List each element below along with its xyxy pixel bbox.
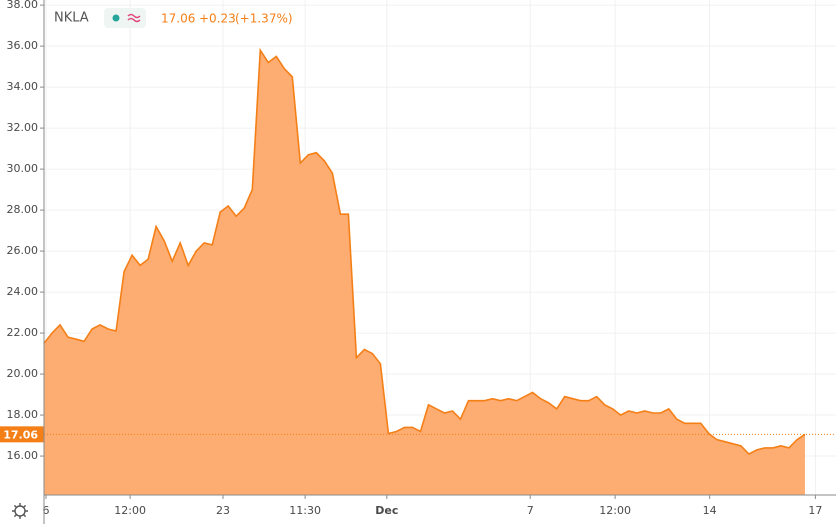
last-price-tag — [0, 426, 44, 443]
x-tick-label: 17 — [808, 504, 822, 517]
area-fill — [44, 50, 805, 495]
x-tick-label: 23 — [216, 504, 230, 517]
change-pct: (+1.37%) — [235, 12, 293, 26]
y-tick-label: 16.00 — [7, 449, 39, 462]
x-tick-label: 6 — [43, 504, 50, 517]
settings-icon[interactable] — [12, 503, 28, 519]
symbol: NKLA — [54, 11, 89, 26]
y-tick-label: 32.00 — [7, 121, 39, 134]
y-tick-label: 38.00 — [7, 0, 39, 11]
change: +0.23 — [199, 12, 236, 26]
price-line — [43, 47, 806, 455]
status-dot — [112, 14, 120, 22]
compare-icon[interactable] — [127, 13, 141, 23]
x-tick-label: 12:00 — [599, 504, 631, 517]
x-tick-label: 12:00 — [114, 504, 146, 517]
y-tick-label: 34.00 — [7, 80, 39, 93]
y-tick-label: 24.00 — [7, 285, 39, 298]
x-tick-label: 14 — [703, 504, 717, 517]
y-tick-label: 18.00 — [7, 408, 39, 421]
y-tick-label: 26.00 — [7, 244, 39, 257]
y-tick-label: 30.00 — [7, 162, 39, 175]
x-tick-label: Dec — [375, 504, 398, 517]
price: 17.06 — [161, 12, 195, 26]
y-tick-label: 36.00 — [7, 39, 39, 52]
legend: NKLA 17.06 +0.23 (+1.37%) — [54, 8, 293, 28]
last-price-label: 17.06 — [3, 428, 38, 441]
y-tick-label: 28.00 — [7, 203, 39, 216]
x-tick-label: 7 — [527, 504, 534, 517]
y-tick-label: 22.00 — [7, 326, 39, 339]
y-tick-label: 20.00 — [7, 367, 39, 380]
x-tick-label: 11:30 — [289, 504, 321, 517]
legend-buttons[interactable] — [104, 8, 146, 28]
